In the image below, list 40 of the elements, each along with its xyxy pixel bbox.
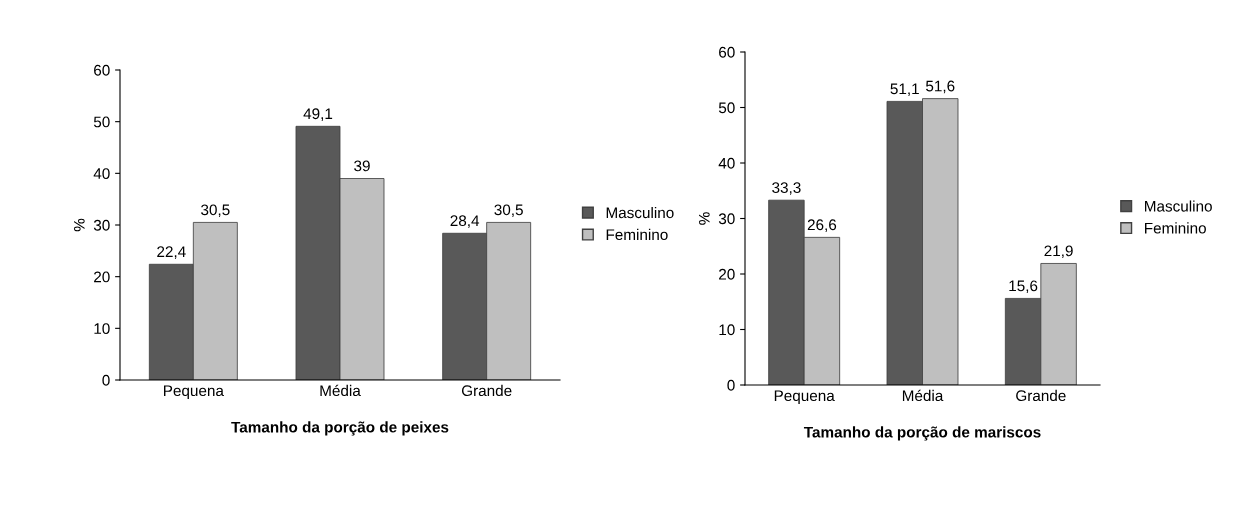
- y-tick-label: 50: [718, 102, 735, 114]
- x-axis-title: Tamanho da porção de mariscos: [803, 426, 1041, 441]
- legend-label: Feminino: [1145, 222, 1206, 234]
- data-label: 15,6: [1009, 280, 1038, 294]
- y-tick-label: 20: [94, 271, 110, 283]
- y-axis-title: %: [73, 218, 85, 232]
- legend-label: Feminino: [606, 228, 668, 241]
- y-tick-label: 30: [718, 213, 735, 225]
- y-tick-label: 0: [102, 374, 110, 386]
- legend-label: Masculino: [606, 206, 674, 219]
- y-tick-label: 30: [93, 219, 110, 231]
- y-tick-label: 60: [94, 64, 110, 76]
- data-label: 51,1: [890, 83, 919, 97]
- data-label: 39: [354, 160, 370, 172]
- y-tick-label: 40: [93, 168, 110, 180]
- x-axis-title: Tamanho da porção de peixes: [231, 421, 449, 436]
- x-tick-label: Grande: [461, 384, 512, 397]
- data-label: 26,6: [807, 219, 837, 232]
- data-label: 22,4: [157, 246, 186, 259]
- data-label: 30,5: [201, 204, 230, 218]
- y-tick-label: 50: [93, 116, 110, 128]
- x-tick-label: Média: [320, 384, 361, 397]
- data-label: 21,9: [1044, 245, 1073, 259]
- y-tick-label: 40: [718, 157, 735, 169]
- y-tick-label: 0: [727, 379, 735, 391]
- y-tick-label: 60: [719, 46, 735, 58]
- data-label: 28,4: [450, 215, 480, 228]
- x-tick-label: Pequena: [774, 390, 835, 405]
- x-tick-label: Pequena: [164, 385, 224, 400]
- data-label: 49,1: [303, 108, 333, 121]
- x-tick-label: Média: [902, 389, 944, 402]
- x-tick-label: Grande: [1016, 389, 1066, 402]
- data-label: 51,6: [926, 80, 955, 94]
- y-tick-label: 10: [94, 323, 110, 335]
- y-axis-title: %: [698, 212, 710, 225]
- legend-label: Masculino: [1145, 200, 1212, 212]
- data-label: 30,5: [494, 204, 523, 218]
- data-label: 33,3: [772, 182, 801, 195]
- y-tick-label: 10: [719, 324, 735, 336]
- y-tick-label: 20: [719, 268, 735, 280]
